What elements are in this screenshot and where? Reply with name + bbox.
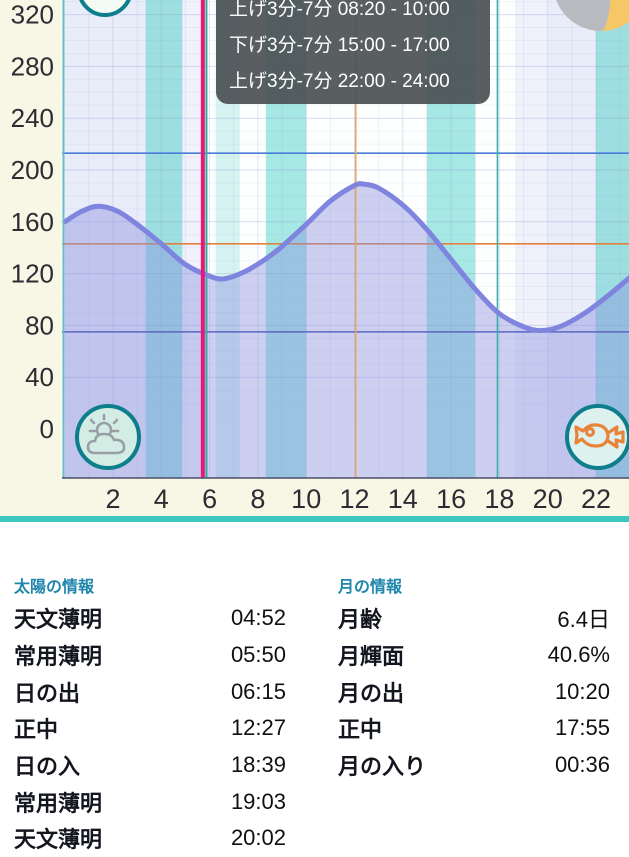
info-row-label: 正中 [338, 717, 383, 743]
info-row: 日の入 18:39 [14, 747, 286, 784]
y-tick-label: 40 [25, 362, 54, 392]
y-tick-label: 0 [40, 414, 54, 444]
info-row-label: 常用薄明 [14, 644, 103, 670]
x-axis-gutter [0, 478, 629, 516]
info-row-label: 日の入 [14, 754, 81, 780]
y-tick-label: 240 [11, 103, 54, 133]
x-tick-label: 10 [291, 484, 321, 514]
x-tick-label: 6 [202, 484, 217, 514]
x-tick-label: 8 [250, 484, 265, 514]
tide-curve [62, 181, 629, 334]
sun-icon [79, 0, 131, 17]
twilight-shading [182, 0, 206, 478]
info-row: 月齢 6.4日 [338, 600, 610, 637]
x-tick-label: 18 [484, 484, 514, 514]
info-row-label: 常用薄明 [14, 790, 103, 816]
info-row: 正中 17:55 [338, 710, 610, 747]
section-divider [0, 516, 629, 522]
info-row-value: 04:52 [230, 605, 286, 631]
info-row-value: 20:02 [230, 825, 286, 851]
x-tick-label: 14 [388, 484, 418, 514]
info-row-value: 05:50 [230, 642, 286, 668]
sun-info-column: 太陽の情報 天文薄明 04:52 常用薄明 05:50 日の出 06:15 正中 12:27 日… [14, 573, 286, 857]
tooltip-line: 下げ3分-7分 15:00 - 17:00 [229, 35, 450, 56]
sun-info-title: 太陽の情報 [14, 579, 95, 596]
y-tick-label: 160 [11, 207, 54, 237]
info-row-value: 06:15 [230, 678, 286, 704]
info-row: 天文薄明 20:02 [14, 820, 286, 857]
info-row-label: 正中 [14, 717, 59, 743]
info-row: 日の出 06:15 [14, 673, 286, 710]
x-tick-label: 20 [533, 484, 563, 514]
info-row: 月の出 10:20 [338, 673, 610, 710]
y-tick-label: 200 [11, 155, 54, 185]
info-row-label: 天文薄明 [14, 827, 103, 853]
info-row-label: 月輝面 [338, 644, 405, 670]
tide-chart-region: 0 40 80 120 160 200 240 280 320 2 4 6 8 10 12 14 16 18 20 2… [0, 0, 629, 522]
y-tick-label: 280 [11, 51, 54, 81]
tooltip-line: 上げ3分-7分 22:00 - 24:00 [229, 71, 450, 92]
y-tick-label: 80 [25, 310, 54, 340]
info-row: 正中 12:27 [14, 710, 286, 747]
info-row-value: 00:36 [554, 752, 610, 778]
weather-icon[interactable] [75, 404, 141, 470]
x-tick-label: 16 [436, 484, 466, 514]
info-row-value: 17:55 [554, 715, 610, 741]
info-section: 太陽の情報 天文薄明 04:52 常用薄明 05:50 日の出 06:15 正中 12:27 日… [0, 522, 629, 852]
x-tick-label: 12 [339, 484, 369, 514]
info-row: 常用薄明 19:03 [14, 783, 286, 820]
y-tick-label: 320 [11, 0, 54, 30]
twilight-shading [515, 0, 549, 478]
fish-icon[interactable] [565, 404, 629, 470]
info-row-label: 天文薄明 [14, 607, 103, 633]
moon-phase-icon [556, 0, 629, 31]
info-row-label: 月の出 [338, 680, 405, 706]
x-tick-label: 22 [581, 484, 611, 514]
info-row: 月輝面 40.6% [338, 637, 610, 674]
y-axis-gutter [0, 0, 62, 478]
info-row: 天文薄明 04:52 [14, 600, 286, 637]
info-row-value: 6.4日 [557, 607, 610, 633]
tide-phase-tooltip: 上げ3分-7分 08:20 - 10:00 下げ3分-7分 15:00 - 17… [216, 0, 490, 104]
info-row-value: 10:20 [554, 678, 610, 704]
info-row-value: 12:27 [230, 715, 286, 741]
info-row-label: 月齢 [338, 607, 383, 633]
info-row-value: 19:03 [230, 788, 286, 814]
info-row-value: 18:39 [230, 752, 286, 778]
y-tick-label: 120 [11, 259, 54, 289]
x-tick-label: 2 [105, 484, 120, 514]
tide-phase-band [596, 0, 629, 478]
x-tick-label: 4 [154, 484, 169, 514]
moon-info-column: 月の情報 月齢 6.4日月輝面 40.6% 月の出 10:20 正中 17:55 月の入り 00… [338, 573, 610, 783]
info-row: 月の入り 00:36 [338, 747, 610, 784]
info-row-label: 日の出 [14, 680, 81, 706]
moon-info-title: 月の情報 [338, 579, 403, 596]
info-row-value: 40.6% [547, 642, 610, 668]
info-row: 常用薄明 05:50 [14, 637, 286, 674]
info-row-label: 月の入り [338, 754, 427, 780]
tooltip-line: 上げ3分-7分 08:20 - 10:00 [229, 0, 450, 20]
